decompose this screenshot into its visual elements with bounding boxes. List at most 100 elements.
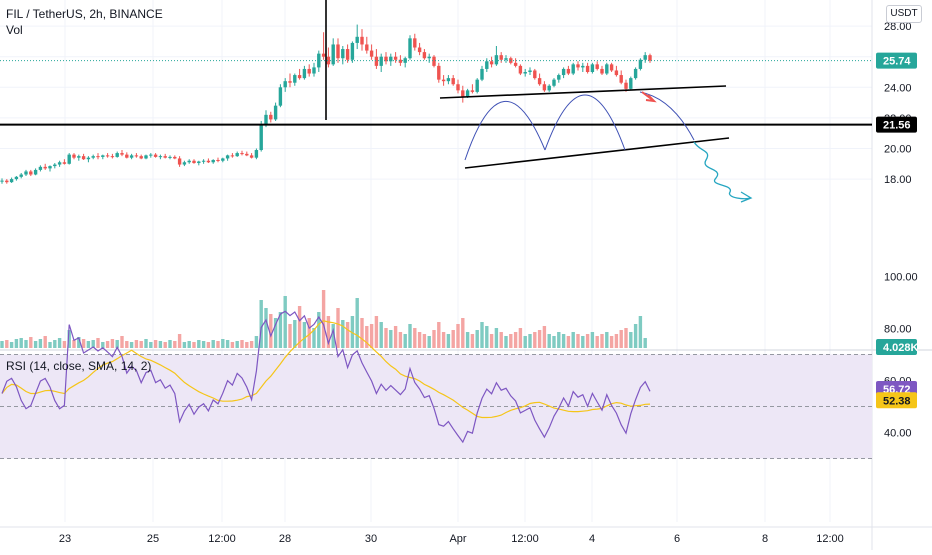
volume-layer (0, 290, 647, 348)
candle-body (432, 56, 436, 66)
volume-bar (0, 341, 4, 348)
volume-bar (249, 341, 254, 348)
arc-projection (639, 91, 695, 141)
candle (585, 62, 590, 74)
candle (384, 52, 388, 65)
candle-body (600, 68, 604, 74)
candle (475, 78, 479, 94)
candle (158, 154, 163, 160)
candle-body (571, 64, 575, 74)
candle-body (547, 85, 551, 91)
volume-bar (446, 334, 451, 348)
candle (523, 68, 527, 77)
drawing-layer (0, 0, 872, 203)
candle (417, 42, 422, 56)
candle-body (576, 64, 580, 68)
volume-bar (240, 340, 244, 348)
sell-arrow-icon (641, 91, 657, 103)
time-tick-label: 4 (589, 533, 595, 545)
volume-bar (360, 318, 364, 348)
candle-body (581, 65, 585, 68)
rsi-title[interactable]: RSI (14, close, SMA, 14, 2) (6, 359, 152, 373)
axis-layer: 28.0026.0024.0022.0020.0018.00100.0080.0… (0, 21, 932, 545)
volume-bar (134, 340, 139, 348)
volume-bar (278, 312, 283, 348)
candle (129, 153, 134, 160)
volume-bar (605, 332, 609, 348)
candle (571, 62, 575, 76)
volume-badge: 4.028K (876, 339, 919, 355)
volume-bar (197, 340, 201, 348)
candle (542, 81, 547, 92)
candle-body (62, 162, 67, 164)
candle (5, 179, 9, 184)
volume-bar (105, 341, 110, 348)
volume-bar (19, 338, 23, 348)
volume-bar (475, 330, 479, 348)
candle (62, 159, 67, 165)
volume-bar (509, 334, 513, 348)
volume-bar (77, 337, 81, 348)
candle-body (120, 153, 124, 155)
candle (134, 153, 139, 158)
candle (72, 153, 76, 160)
arc-left (464, 101, 546, 161)
volume-bar (326, 316, 331, 348)
volume-bar (221, 339, 225, 348)
candle-body (168, 156, 172, 158)
candle-body (605, 64, 609, 74)
volume-bar (595, 336, 599, 348)
volume-bar (201, 341, 206, 348)
projection-arrowhead (740, 191, 753, 203)
candle (297, 68, 302, 80)
candle (235, 151, 239, 157)
volume-bar (33, 341, 38, 348)
candle-body (249, 155, 254, 158)
symbol-title[interactable]: FIL / TetherUS, 2h, BINANCE (6, 7, 163, 21)
candle (537, 73, 542, 86)
time-tick-label: 8 (762, 533, 768, 545)
volume-bar (504, 336, 508, 348)
candle-body (278, 87, 283, 106)
candle-body (451, 78, 455, 85)
candle-body (369, 50, 374, 57)
candle (389, 53, 393, 66)
volume-bar (5, 340, 9, 348)
volume-bar (643, 338, 647, 348)
candle (331, 38, 335, 66)
volume-bar (149, 342, 153, 348)
volume-bar (465, 332, 470, 348)
volume-bar (585, 334, 590, 348)
candle (461, 85, 465, 103)
volume-bar (62, 341, 67, 348)
volume-bar (81, 339, 86, 348)
candle (633, 67, 638, 80)
candle (201, 159, 206, 164)
volume-bar (153, 340, 158, 348)
candle (566, 65, 571, 76)
candle (221, 157, 225, 163)
horizontal-level-badge-bg (876, 116, 917, 133)
candle (638, 58, 643, 71)
volume-bar (499, 332, 503, 348)
price-tick-label: 20.00 (884, 144, 912, 156)
candle-body (57, 162, 62, 165)
candle-body (345, 49, 350, 60)
candle (561, 67, 566, 79)
candle-body (341, 49, 345, 59)
candle-body (513, 62, 518, 66)
volume-label[interactable]: Vol (6, 23, 23, 37)
candle-body (441, 79, 446, 82)
candle (120, 150, 124, 157)
candle-body (389, 56, 393, 62)
candle (480, 65, 484, 82)
candle (240, 150, 244, 156)
candle-body (557, 75, 561, 80)
candle (317, 50, 321, 72)
candle-body (350, 42, 355, 60)
volume-bar (552, 336, 556, 348)
candle-body (523, 72, 527, 74)
currency-button[interactable]: USDT (886, 5, 922, 23)
